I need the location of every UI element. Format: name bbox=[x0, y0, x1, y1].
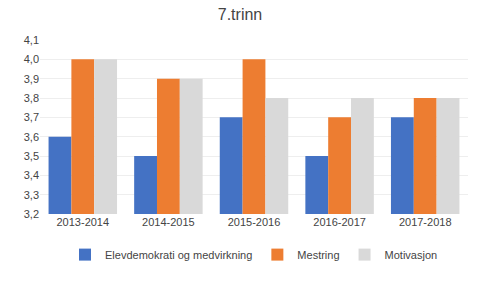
svg-text:2017-2018: 2017-2018 bbox=[399, 216, 452, 228]
svg-text:3,8: 3,8 bbox=[24, 92, 39, 104]
svg-text:Mestring: Mestring bbox=[297, 249, 339, 261]
svg-text:3,6: 3,6 bbox=[24, 131, 39, 143]
svg-text:2015-2016: 2015-2016 bbox=[228, 216, 281, 228]
svg-text:3,2: 3,2 bbox=[24, 208, 39, 220]
svg-text:Elevdemokrati og medvirkning: Elevdemokrati og medvirkning bbox=[105, 249, 252, 261]
svg-text:7.trinn: 7.trinn bbox=[218, 6, 262, 23]
svg-text:2013-2014: 2013-2014 bbox=[56, 216, 109, 228]
svg-text:4,1: 4,1 bbox=[24, 34, 39, 46]
svg-text:3,4: 3,4 bbox=[24, 169, 39, 181]
svg-text:3,7: 3,7 bbox=[24, 111, 39, 123]
svg-text:4,0: 4,0 bbox=[24, 53, 39, 65]
svg-text:3,9: 3,9 bbox=[24, 73, 39, 85]
svg-text:3,3: 3,3 bbox=[24, 189, 39, 201]
svg-text:Motivasjon: Motivasjon bbox=[385, 249, 438, 261]
svg-text:2016-2017: 2016-2017 bbox=[313, 216, 366, 228]
svg-text:3,5: 3,5 bbox=[24, 150, 39, 162]
svg-text:2014-2015: 2014-2015 bbox=[142, 216, 195, 228]
